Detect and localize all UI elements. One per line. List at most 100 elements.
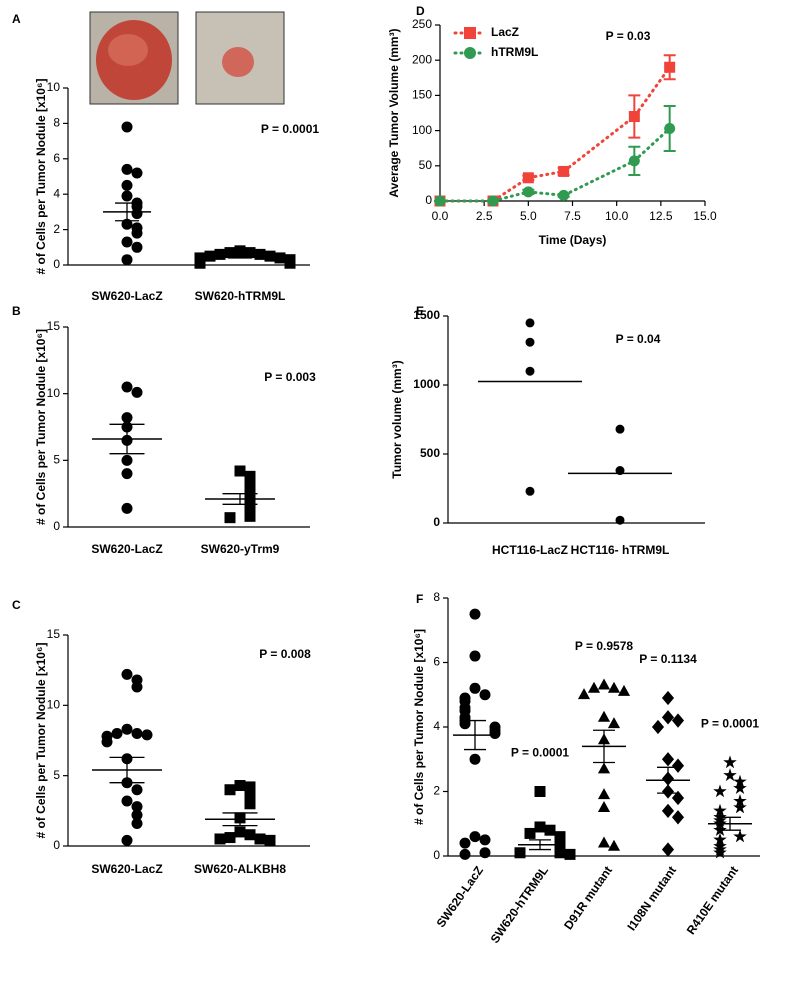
y-tick-label: 50: [419, 158, 433, 172]
point: [121, 795, 133, 807]
point: [131, 801, 143, 813]
point: [194, 257, 206, 269]
point: [617, 684, 631, 696]
point: [121, 834, 133, 846]
y-tick-label: 10: [47, 80, 61, 94]
y-tick-label: 8: [53, 116, 60, 130]
group-label: SW620-ALKBH8: [194, 862, 286, 876]
legend-marker: [464, 47, 476, 59]
point: [131, 784, 143, 796]
point: [651, 719, 665, 735]
y-tick-label: 4: [53, 186, 60, 200]
point: [121, 468, 133, 480]
group-label: SW620-LacZ: [91, 862, 162, 876]
point: [214, 248, 226, 260]
point: [244, 781, 256, 793]
point: [489, 727, 501, 739]
y-tick-label: 6: [53, 151, 60, 165]
y-tick-label: 10: [47, 698, 61, 712]
point: [558, 189, 570, 201]
y-axis-label: Average Tumor Volume (mm³): [387, 28, 401, 197]
point: [121, 412, 133, 424]
y-tick-label: 1500: [413, 308, 440, 322]
point: [671, 810, 685, 825]
point: [628, 155, 640, 167]
error-bar: [529, 839, 551, 851]
point: [661, 752, 675, 767]
point: [525, 366, 535, 376]
error-bar: [109, 756, 145, 784]
point: [564, 848, 576, 860]
point: [587, 681, 601, 693]
point: [597, 801, 611, 813]
point: [244, 470, 256, 482]
point: [479, 847, 491, 859]
point: [554, 847, 566, 859]
y-axis-label: # of Cells per Tumor Nodule [x10⁶]: [412, 629, 426, 825]
error-bar: [109, 423, 145, 455]
panel-label: F: [416, 592, 423, 606]
point: [264, 834, 276, 846]
point: [469, 682, 481, 694]
y-axis-label: # of Cells per Tumor Nodule [x10⁶]: [34, 78, 48, 274]
y-tick-label: 10: [47, 386, 61, 400]
point: [525, 486, 535, 496]
point: [597, 788, 611, 800]
error-bar: [593, 729, 615, 764]
y-tick-label: 0: [53, 519, 60, 533]
error-bar: [222, 493, 258, 505]
y-tick-label: 15: [47, 319, 61, 333]
point: [284, 257, 296, 269]
group-label: SW620-LacZ: [434, 864, 486, 930]
group-label: D91R mutant: [561, 864, 615, 933]
y-tick-label: 0: [53, 838, 60, 852]
group-label: SW620-yTrm9: [201, 542, 280, 556]
y-tick-label: 0: [53, 257, 60, 271]
point: [671, 713, 685, 728]
point: [479, 834, 491, 846]
y-tick-label: 0: [433, 848, 440, 862]
point: [121, 218, 133, 230]
point: [244, 481, 256, 493]
point: [525, 337, 535, 347]
point: [664, 61, 676, 73]
point: [661, 710, 675, 725]
legend-label: LacZ: [491, 25, 519, 39]
point: [607, 839, 621, 851]
y-tick-label: 200: [412, 52, 432, 66]
point: [131, 727, 143, 739]
point: [244, 791, 256, 803]
point: [264, 250, 276, 262]
tumor-photos: [89, 11, 285, 105]
point: [615, 515, 625, 525]
panel-label: A: [12, 12, 21, 26]
point: [121, 179, 133, 191]
point: [224, 247, 236, 259]
annotation: P = 0.0001: [511, 746, 569, 760]
y-tick-label: 4: [433, 719, 440, 733]
point: [274, 252, 286, 264]
legend-label: hTRM9L: [491, 45, 538, 59]
point: [244, 798, 256, 810]
point: [661, 842, 675, 857]
y-tick-label: 0: [425, 193, 432, 207]
x-tick-label: 10.0: [605, 209, 629, 223]
x-tick-label: 2.5: [476, 209, 493, 223]
point: [597, 678, 611, 690]
point: [141, 729, 153, 741]
point: [459, 848, 471, 860]
point: [661, 690, 675, 706]
legend-marker: [464, 27, 476, 39]
point: [615, 424, 625, 434]
point: [723, 768, 737, 782]
point: [121, 236, 133, 248]
point: [244, 510, 256, 522]
point: [628, 111, 640, 123]
point: [254, 833, 266, 845]
point: [121, 502, 133, 514]
group-label: HCT116-LacZ: [492, 543, 568, 557]
point: [723, 755, 737, 769]
point: [607, 681, 621, 693]
point: [733, 829, 747, 843]
point: [131, 809, 143, 821]
